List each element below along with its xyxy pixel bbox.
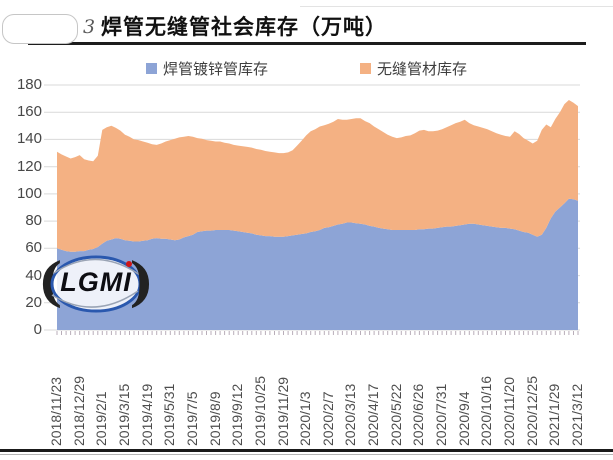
x-axis-label: 2019/5/31 (161, 383, 177, 446)
y-axis-label: 20 (25, 294, 42, 311)
legend-marker-welded-icon (145, 63, 157, 74)
logo-red-dot-icon (126, 261, 132, 267)
bottom-rule (0, 449, 613, 452)
y-axis-label: 160 (16, 103, 42, 120)
area-seamless (57, 100, 578, 252)
y-axis-label: 60 (25, 239, 42, 256)
x-axis-label: 2019/8/9 (207, 391, 223, 447)
y-axis-label: 40 (25, 267, 42, 284)
x-axis-label: 2021/1/29 (546, 383, 562, 446)
x-axis-label: 2021/3/12 (569, 383, 585, 446)
x-axis-label: 2020/11/20 (501, 376, 517, 446)
corner-callout (2, 14, 78, 44)
legend-marker-seamless-icon (360, 63, 371, 74)
x-axis-label: 2019/11/29 (275, 376, 291, 446)
x-axis-label: 2020/5/22 (388, 383, 404, 446)
x-axis-label: 2020/1/3 (297, 391, 313, 447)
x-axis-label: 2019/2/1 (93, 391, 109, 447)
x-axis-label: 2019/9/12 (229, 383, 245, 446)
x-axis-label: 2020/3/13 (342, 383, 358, 446)
y-axis-label: 80 (25, 212, 42, 229)
legend-label-seamless: 无缝管材库存 (377, 61, 468, 78)
x-axis-label: 2019/3/15 (116, 383, 132, 446)
x-axis-label: 2020/6/26 (410, 383, 426, 446)
lgmi-watermark: ( LGMI ) (38, 249, 154, 321)
x-axis-label: 2020/12/25 (524, 375, 540, 446)
top-rule (300, 6, 613, 7)
legend-label-welded: 焊管镀锌管库存 (162, 61, 268, 78)
title-underline (28, 42, 586, 45)
x-axis-label: 2019/10/25 (252, 375, 268, 446)
area-welded (57, 198, 578, 330)
legend: 焊管镀锌管库存 无缝管材库存 (0, 58, 613, 79)
x-axis-label: 2020/7/31 (433, 383, 449, 446)
x-axis-label: 2020/4/17 (365, 383, 381, 446)
legend-item-seamless: 无缝管材库存 (360, 58, 467, 79)
x-axis-label: 2018/11/23 (48, 376, 64, 446)
y-axis-label: 120 (16, 158, 42, 175)
x-axis-label: 2020/10/16 (478, 375, 494, 446)
y-axis-label: 140 (16, 130, 42, 147)
bottom-rule-light (0, 454, 613, 455)
page-title: 焊管无缝管社会库存（万吨） (101, 16, 387, 39)
x-axis-label: 2019/4/19 (139, 383, 155, 446)
x-axis-label: 2019/7/5 (184, 391, 200, 447)
y-axis-label: 100 (16, 185, 42, 202)
x-axis-label: 2020/9/4 (456, 391, 472, 447)
x-axis-label: 2018/12/29 (71, 375, 87, 446)
figure-number: 3 (83, 16, 96, 38)
x-axis-label: 2020/2/7 (320, 391, 336, 447)
logo-ellipse-icon (50, 255, 142, 313)
logo-text: LGMI (60, 267, 132, 297)
y-axis-label: 180 (16, 76, 42, 93)
logo-paren-right: ) (129, 252, 154, 313)
y-axis-label: 0 (33, 321, 42, 338)
legend-item-welded: 焊管镀锌管库存 (145, 58, 268, 79)
